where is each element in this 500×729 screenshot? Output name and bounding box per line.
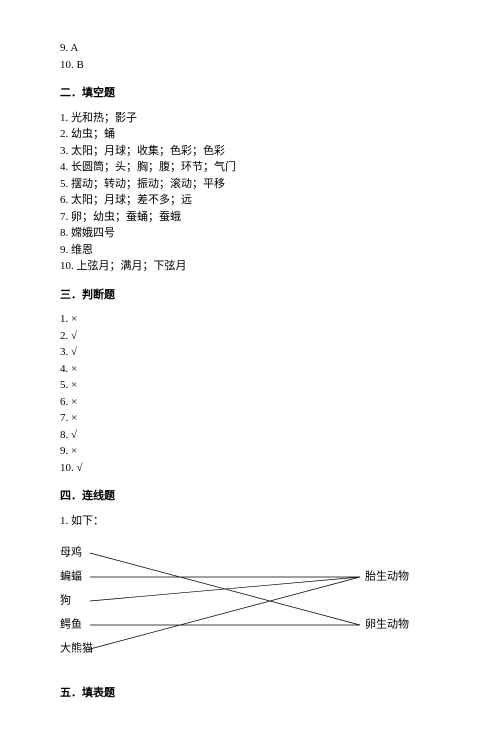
judge-item: 6. × — [60, 394, 445, 411]
svg-text:母鸡: 母鸡 — [60, 545, 82, 559]
svg-text:狗: 狗 — [60, 594, 71, 607]
fill-blank-item: 4. 长圆筒；头；胸；腹；环节；气门 — [60, 159, 445, 176]
fill-blank-item: 5. 摆动；转动；振动；滚动；平移 — [60, 176, 445, 193]
svg-text:鳄鱼: 鳄鱼 — [60, 617, 82, 631]
fill-blank-list: 1. 光和热；影子 2. 幼虫；蛹 3. 太阳；月球；收集；色彩；色彩 4. 长… — [60, 110, 445, 275]
section-title-match: 四．连线题 — [60, 488, 445, 505]
judge-item: 9. × — [60, 443, 445, 460]
judge-item: 5. × — [60, 377, 445, 394]
fill-blank-item: 6. 太阳；月球；差不多；远 — [60, 192, 445, 209]
answer-item: 9. A — [60, 40, 445, 57]
judge-item: 8. √ — [60, 427, 445, 444]
judge-item: 7. × — [60, 410, 445, 427]
fill-blank-item: 9. 维恩 — [60, 242, 445, 259]
judge-item: 4. × — [60, 361, 445, 378]
judge-list: 1. × 2. √ 3. √ 4. × 5. × 6. × 7. × 8. √ … — [60, 311, 445, 476]
svg-text:蝙蝠: 蝙蝠 — [60, 569, 82, 583]
svg-text:大熊猫: 大熊猫 — [60, 641, 93, 655]
answer-item: 10. B — [60, 57, 445, 74]
fill-blank-item: 10. 上弦月；满月；下弦月 — [60, 258, 445, 275]
fill-blank-item: 1. 光和热；影子 — [60, 110, 445, 127]
judge-item: 1. × — [60, 311, 445, 328]
fill-blank-item: 7. 卵；幼虫；蚕蛹；蚕蛾 — [60, 209, 445, 226]
judge-item: 10. √ — [60, 460, 445, 477]
section-title-judge: 三．判断题 — [60, 287, 445, 304]
fill-blank-item: 8. 嫦娥四号 — [60, 225, 445, 242]
matching-diagram: 母鸡蝙蝠狗鳄鱼大熊猫 胎生动物卵生动物 — [40, 537, 445, 673]
match-lead: 1. 如下： — [60, 513, 445, 530]
svg-text:卵生动物: 卵生动物 — [365, 617, 409, 631]
judge-item: 3. √ — [60, 344, 445, 361]
svg-text:胎生动物: 胎生动物 — [365, 569, 409, 583]
fill-blank-item: 2. 幼虫；蛹 — [60, 126, 445, 143]
fill-blank-item: 3. 太阳；月球；收集；色彩；色彩 — [60, 143, 445, 160]
section-title-table: 五．填表题 — [60, 685, 445, 702]
top-answers: 9. A 10. B — [60, 40, 445, 73]
page: 9. A 10. B 二．填空题 1. 光和热；影子 2. 幼虫；蛹 3. 太阳… — [0, 0, 500, 729]
judge-item: 2. √ — [60, 328, 445, 345]
section-title-fill-blank: 二．填空题 — [60, 85, 445, 102]
